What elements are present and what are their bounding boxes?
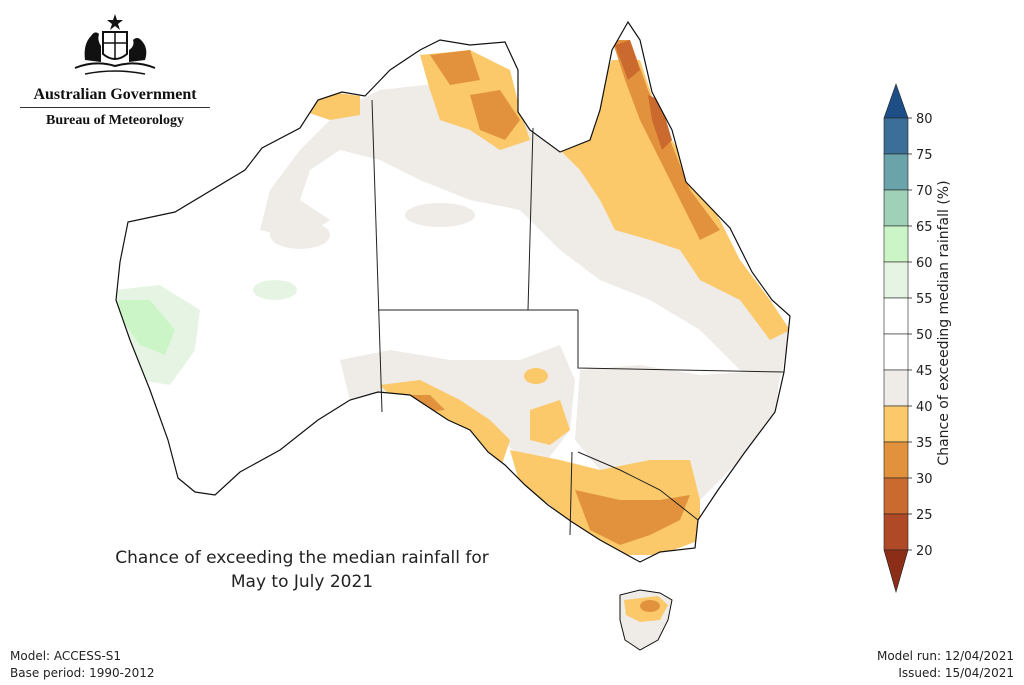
legend-swatch-55-60 <box>883 261 909 299</box>
legend-axis-label: Chance of exceeding median rainfall (%) <box>936 180 952 466</box>
zone-30-35-bight <box>410 395 445 412</box>
legend-tick-70: 70 <box>916 184 933 199</box>
legend-tick-65: 65 <box>916 220 933 235</box>
legend-tick-40: 40 <box>916 400 933 415</box>
legend-tick-80: 80 <box>916 112 933 127</box>
legend-ticks <box>908 117 912 551</box>
model-name: Model: ACCESS-S1 <box>10 649 122 663</box>
zone-30-35-top-end <box>430 50 480 85</box>
legend-swatch-65-70 <box>883 189 909 227</box>
border-nsw-vic <box>577 451 699 521</box>
zone-25-30-cape-york <box>615 40 640 80</box>
probability-shading <box>116 40 790 555</box>
legend-tick-55: 55 <box>916 292 933 307</box>
footer-run-info: Model run: 12/04/2021 Issued: 15/04/2021 <box>877 648 1014 682</box>
australia-coastline <box>115 20 791 563</box>
legend-swatch-above-80 <box>883 83 909 119</box>
legend-swatch-70-75 <box>883 153 909 191</box>
legend-swatch-20-25 <box>883 513 909 551</box>
legend-swatch-25-30 <box>883 477 909 515</box>
legend-swatch-60-65 <box>883 225 909 263</box>
legend-tick-35: 35 <box>916 436 933 451</box>
legend-swatch-30-35 <box>883 441 909 479</box>
zone-60-65-southwest <box>118 300 175 355</box>
zone-40-45-west-patch <box>270 221 330 249</box>
legend-tick-25: 25 <box>916 508 933 523</box>
legend-swatch-45-50 <box>883 333 909 371</box>
legend-tick-45: 45 <box>916 364 933 379</box>
legend-swatch-35-40 <box>883 405 909 443</box>
map-title-line-2: May to July 2021 <box>230 572 374 592</box>
state-borders <box>371 99 785 536</box>
zone-25-30-wet-tropics <box>648 95 672 150</box>
zone-35-40-kimberley <box>300 92 360 120</box>
legend-tick-75: 75 <box>916 148 933 163</box>
zone-35-40-north-qld <box>560 60 790 340</box>
zone-35-40-sa-patch <box>530 400 570 445</box>
legend-swatch-75-80 <box>883 117 909 155</box>
border-sa-vic <box>569 451 573 536</box>
issued-date: Issued: 15/04/2021 <box>898 666 1014 680</box>
tasmania-shading-dark <box>640 600 660 612</box>
zone-40-45-central-patch <box>405 203 475 227</box>
border-wa <box>371 99 383 413</box>
agency-name: Bureau of Meteorology <box>46 113 184 128</box>
zone-55-60-inland <box>253 280 297 300</box>
legend-swatch-50-55 <box>883 297 909 335</box>
legend-tick-60: 60 <box>916 256 933 271</box>
model-run-date: Model run: 12/04/2021 <box>876 649 1014 663</box>
organisation-name: Australian Government <box>20 86 210 108</box>
legend-tick-50: 50 <box>916 328 933 343</box>
zone-30-35-gulf <box>470 90 520 140</box>
footer-model-info: Model: ACCESS-S1 Base period: 1990-2012 <box>10 648 155 682</box>
border-sa-qld-nsw <box>577 310 785 373</box>
border-nt-qld <box>527 127 534 311</box>
map-title: Chance of exceeding the median rainfall … <box>60 546 544 594</box>
legend-tick-labels: 80 75 70 65 60 55 50 45 40 35 30 25 20 <box>916 112 933 559</box>
legend-swatch-40-45 <box>883 369 909 407</box>
legend-colorbar <box>883 83 909 594</box>
government-logo: Australian Government Bureau of Meteorol… <box>20 10 210 129</box>
zone-30-35-victoria <box>575 490 690 545</box>
legend-swatch-below-20 <box>883 549 909 594</box>
legend-tick-30: 30 <box>916 472 933 487</box>
zone-35-40-sa-spot <box>524 368 548 384</box>
base-period: Base period: 1990-2012 <box>10 666 155 680</box>
zone-40-45-north <box>260 80 790 380</box>
commonwealth-coat-of-arms-icon <box>74 14 156 75</box>
map-title-line-1: Chance of exceeding the median rainfall … <box>115 548 489 568</box>
legend-tick-20: 20 <box>916 544 933 559</box>
